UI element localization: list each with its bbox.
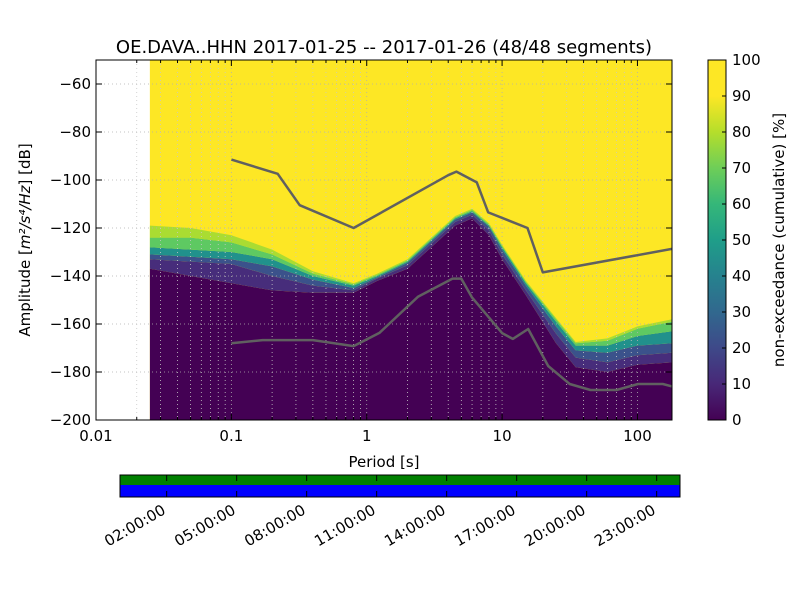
y-tick-label: −60: [59, 75, 91, 93]
y-axis-label-suffix: ] [dB]: [16, 143, 34, 185]
chart-title: OE.DAVA..HHN 2017-01-25 -- 2017-01-26 (4…: [116, 37, 652, 58]
colorbar-tick-label: 50: [732, 231, 751, 249]
x-tick-label: 10: [493, 427, 512, 445]
timeline-data-bar: [120, 475, 680, 485]
timeline-tick-label: 20:00:00: [521, 501, 588, 550]
density-band-low: [149, 218, 672, 420]
colorbar-tick-label: 40: [732, 267, 751, 285]
x-tick-label: 100: [623, 427, 652, 445]
timeline-frame: [119, 474, 681, 498]
series-line-nlnm: [231, 277, 672, 392]
x-tick-label: 1: [362, 427, 372, 445]
colorbar-tick-label: 80: [732, 123, 751, 141]
y-tick-label: −80: [59, 123, 91, 141]
timeline-tick-label: 11:00:00: [311, 501, 378, 550]
colorbar-gradient: [708, 60, 726, 420]
timeline-tick-label: 08:00:00: [241, 501, 308, 550]
data-coverage-timeline: 02:00:00 05:00:00 08:00:00 11:00:00 14:00:00…: [101, 474, 681, 550]
colorbar-tick-label: 100: [732, 51, 761, 69]
y-tick-label: −200: [50, 411, 91, 429]
grid-lines: [96, 60, 672, 420]
timeline-tick-label: 23:00:00: [591, 501, 658, 550]
y-tick-label: −160: [50, 315, 91, 333]
timeline-tick-label: 17:00:00: [451, 501, 518, 550]
colorbar-gradient-rect: [708, 60, 726, 420]
timeline-tick-label: 02:00:00: [101, 501, 168, 550]
ppsd-plot: 0.01 0.1 1 10 100 −60 −80 −100 −120 −140 −160 −180…: [16, 59, 673, 471]
y-axis-label-unit: m²/s⁴/Hz: [16, 184, 34, 249]
y-axis-label-prefix: Amplitude [: [16, 249, 34, 337]
colorbar-tick-label: 0: [732, 411, 742, 429]
x-axis: 0.01 0.1 1 10 100: [79, 60, 652, 445]
x-axis-label: Period [s]: [348, 453, 419, 471]
y-tick-label: −180: [50, 363, 91, 381]
series-line-nhnm: [231, 158, 672, 274]
colorbar-tick-label: 70: [732, 159, 751, 177]
colorbar-tick-label: 20: [732, 339, 751, 357]
y-tick-label: −140: [50, 267, 91, 285]
colorbar-label: non-exceedance (cumulative) [%]: [770, 113, 788, 367]
timeline-tick-label: 14:00:00: [381, 501, 448, 550]
y-axis-label: Amplitude [m²/s⁴/Hz] [dB]: [16, 143, 34, 336]
y-tick-label: −120: [50, 219, 91, 237]
colorbar-tick-label: 60: [732, 195, 751, 213]
colorbar-tick-label: 10: [732, 375, 751, 393]
x-tick-label: 0.1: [219, 427, 243, 445]
x-tick-label: 0.01: [79, 427, 112, 445]
colorbar-tick-label: 30: [732, 303, 751, 321]
colorbar-tick-label: 90: [732, 87, 751, 105]
y-axis: −60 −80 −100 −120 −140 −160 −180 −200: [50, 75, 672, 429]
noise-model-lines: [231, 158, 672, 392]
timeline-tick-label: 05:00:00: [171, 501, 238, 550]
colorbar-ticks: 0 10 20 30 40 50 60 70 80 90 100: [722, 51, 761, 429]
psd-density-heatmap: [149, 60, 672, 420]
y-tick-label: −100: [50, 171, 91, 189]
timeline-coverage-bar: [120, 485, 680, 497]
colorbar: 0 10 20 30 40 50 60 70 80 90 100 non-exceedance (c…: [707, 51, 788, 429]
plot-frame: [95, 59, 673, 421]
